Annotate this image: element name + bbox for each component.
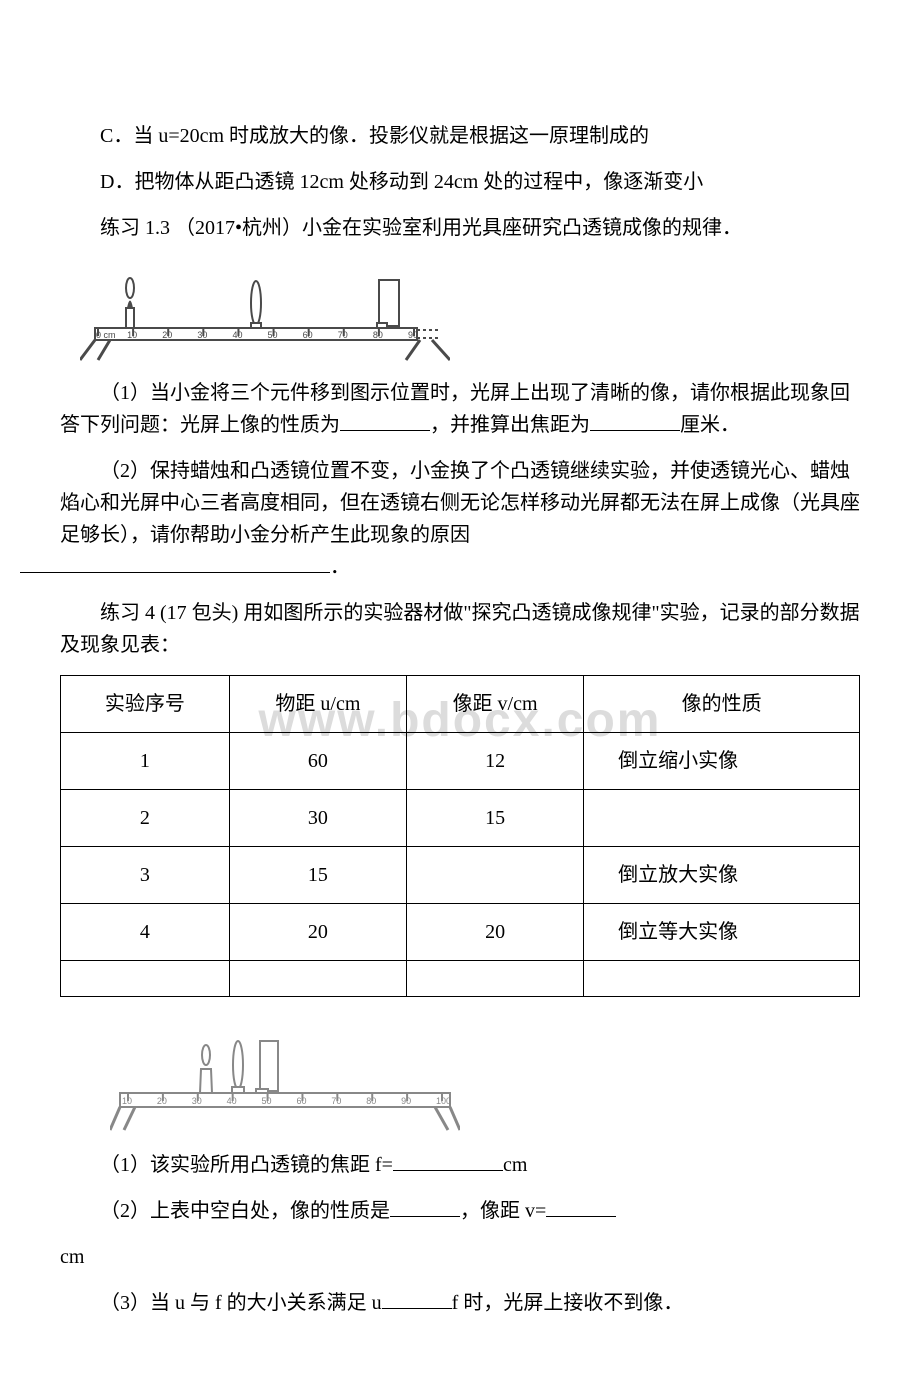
cell-v: 20: [406, 904, 583, 961]
svg-text:90: 90: [401, 1096, 411, 1106]
svg-text:0 cm: 0 cm: [96, 330, 116, 340]
th-u: 物距 u/cm: [229, 676, 406, 733]
cell-seq: 3: [61, 847, 230, 904]
table-row: 1 60 12 倒立缩小实像: [61, 733, 860, 790]
blank-image-nature[interactable]: [340, 409, 430, 431]
diagram-optical-bench-2: 10 20 30 40 50 60 70 80 90 100: [110, 1015, 860, 1135]
blank-reason[interactable]: [20, 551, 330, 573]
blank-rel[interactable]: [382, 1287, 452, 1309]
table-row: 2 30 15: [61, 790, 860, 847]
blank-nature[interactable]: [390, 1195, 460, 1217]
ex1-3-q1-b: ，并推算出焦距为: [430, 414, 590, 436]
blank-v[interactable]: [546, 1195, 616, 1217]
ex4-q3-a: （3）当 u 与 f 的大小关系满足 u: [100, 1292, 382, 1314]
table-wrap: www.bdocx.com 实验序号 物距 u/cm 像距 v/cm 像的性质 …: [60, 675, 860, 997]
cell-v: 15: [406, 790, 583, 847]
svg-text:60: 60: [303, 330, 313, 340]
cell-seq: 4: [61, 904, 230, 961]
ruler1-svg: 0 cm 10 20 30 40 50 60 70 80 90: [80, 258, 450, 363]
blank-f[interactable]: [393, 1149, 503, 1171]
ex1-3-q1: （1）当小金将三个元件移到图示位置时，光屏上出现了清晰的像，请你根据此现象回答下…: [60, 377, 860, 441]
ex4-q1-b: cm: [503, 1154, 527, 1176]
th-v: 像距 v/cm: [406, 676, 583, 733]
svg-text:80: 80: [366, 1096, 376, 1106]
cell-v: [406, 847, 583, 904]
cell-nature: 倒立缩小实像: [584, 733, 860, 790]
svg-text:60: 60: [296, 1096, 306, 1106]
table-header-row: 实验序号 物距 u/cm 像距 v/cm 像的性质: [61, 676, 860, 733]
table-row: 4 20 20 倒立等大实像: [61, 904, 860, 961]
th-nature: 像的性质: [584, 676, 860, 733]
svg-text:70: 70: [338, 330, 348, 340]
ex1-3-q1-c: 厘米．: [680, 414, 740, 436]
blank-focal-length[interactable]: [590, 409, 680, 431]
cell-u: 20: [229, 904, 406, 961]
svg-text:20: 20: [157, 1096, 167, 1106]
table-row: 3 15 倒立放大实像: [61, 847, 860, 904]
svg-text:90: 90: [408, 330, 418, 340]
diagram-optical-bench-1: 0 cm 10 20 30 40 50 60 70 80 90: [80, 258, 860, 363]
svg-text:40: 40: [227, 1096, 237, 1106]
svg-text:50: 50: [268, 330, 278, 340]
svg-text:40: 40: [232, 330, 242, 340]
ex4-q2-unit: cm: [60, 1241, 860, 1273]
svg-text:80: 80: [373, 330, 383, 340]
cell-u: 30: [229, 790, 406, 847]
ex4-title-text: 练习 4 (17 包头) 用如图所示的实验器材做"探究凸透镜成像规律"实验，记录…: [60, 602, 860, 656]
ex4-q3: （3）当 u 与 f 的大小关系满足 u f 时，光屏上接收不到像．: [60, 1287, 860, 1319]
cell-seq: 1: [61, 733, 230, 790]
table-row-empty: [61, 961, 860, 997]
svg-text:20: 20: [162, 330, 172, 340]
cell-empty: [229, 961, 406, 997]
svg-text:10: 10: [127, 330, 137, 340]
ex4-q2-b: ，像距 v=: [460, 1200, 546, 1222]
cell-nature: [584, 790, 860, 847]
cell-u: 60: [229, 733, 406, 790]
ex4-title: 练习 4 (17 包头) 用如图所示的实验器材做"探究凸透镜成像规律"实验，记录…: [60, 597, 860, 661]
option-d-text: D．把物体从距凸透镜 12cm 处移动到 24cm 处的过程中，像逐渐变小: [100, 171, 703, 193]
cell-u: 15: [229, 847, 406, 904]
ex4-q2-a: （2）上表中空白处，像的性质是: [100, 1200, 390, 1222]
option-c: C．当 u=20cm 时成放大的像．投影仪就是根据这一原理制成的: [60, 120, 860, 152]
svg-text:70: 70: [331, 1096, 341, 1106]
cell-v: 12: [406, 733, 583, 790]
svg-text:30: 30: [197, 330, 207, 340]
ex4-q2: （2）上表中空白处，像的性质是 ，像距 v=: [60, 1195, 860, 1227]
option-c-text: C．当 u=20cm 时成放大的像．投影仪就是根据这一原理制成的: [100, 125, 649, 147]
svg-text:30: 30: [192, 1096, 202, 1106]
cell-empty: [584, 961, 860, 997]
cell-empty: [61, 961, 230, 997]
ex1-3-title: 练习 1.3 （2017•杭州）小金在实验室利用光具座研究凸透镜成像的规律．: [60, 212, 860, 244]
option-d: D．把物体从距凸透镜 12cm 处移动到 24cm 处的过程中，像逐渐变小: [60, 166, 860, 198]
cell-seq: 2: [61, 790, 230, 847]
cell-nature: 倒立放大实像: [584, 847, 860, 904]
ruler2-svg: 10 20 30 40 50 60 70 80 90 100: [110, 1015, 460, 1135]
ex4-q3-b: f 时，光屏上接收不到像．: [452, 1292, 684, 1314]
data-table: 实验序号 物距 u/cm 像距 v/cm 像的性质 1 60 12 倒立缩小实像…: [60, 675, 860, 997]
ex1-3-q2-b: ．: [330, 556, 350, 578]
svg-text:100: 100: [436, 1096, 451, 1106]
svg-text:50: 50: [262, 1096, 272, 1106]
ex4-q1: （1）该实验所用凸透镜的焦距 f= cm: [60, 1149, 860, 1181]
ex4-q1-a: （1）该实验所用凸透镜的焦距 f=: [100, 1154, 393, 1176]
ex1-3-q2: （2）保持蜡烛和凸透镜位置不变，小金换了个凸透镜继续实验，并使透镜光心、蜡烛焰心…: [60, 455, 860, 583]
svg-text:10: 10: [122, 1096, 132, 1106]
ex1-3-title-text: 练习 1.3 （2017•杭州）小金在实验室利用光具座研究凸透镜成像的规律．: [100, 217, 742, 239]
cell-nature: 倒立等大实像: [584, 904, 860, 961]
cell-empty: [406, 961, 583, 997]
th-seq: 实验序号: [61, 676, 230, 733]
ex1-3-q2-a: （2）保持蜡烛和凸透镜位置不变，小金换了个凸透镜继续实验，并使透镜光心、蜡烛焰心…: [60, 460, 860, 546]
ex4-q2-cm: cm: [60, 1246, 84, 1268]
